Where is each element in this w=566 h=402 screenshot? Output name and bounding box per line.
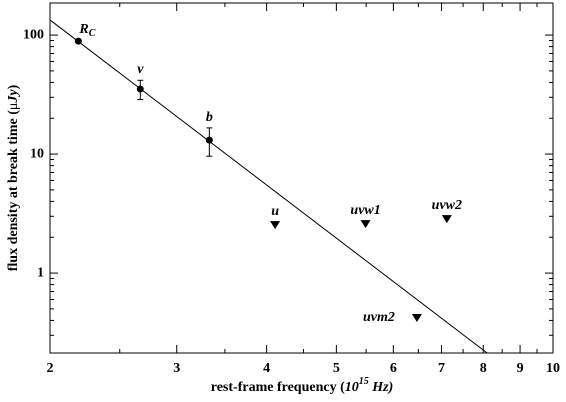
point-label-text: b: [206, 110, 213, 125]
y-tick-label: 10: [30, 146, 44, 161]
x-label-part: rest-frame frequency (: [211, 380, 345, 395]
x-axis-label: rest-frame frequency (1015 Hz): [211, 376, 393, 395]
x-tick-label: 9: [517, 361, 524, 376]
x-tick-label: 7: [438, 361, 445, 376]
point-label-text: uvw2: [432, 198, 462, 213]
point-label-sub: C: [89, 28, 96, 39]
x-tick-label: 5: [333, 361, 340, 376]
point-label: uvw2: [432, 198, 462, 213]
fit-line: [50, 19, 488, 353]
x-tick-label: 4: [263, 361, 270, 376]
point-label-text: uvw1: [350, 203, 380, 218]
y-axis-label: flux density at break time (μJy): [6, 84, 21, 271]
point-label-text: R: [78, 22, 88, 37]
upper-limit: [441, 215, 452, 224]
plot-frame: [49, 2, 554, 354]
point-label-text: u: [271, 204, 279, 219]
y-tick-label: 100: [23, 27, 44, 42]
x-tick-label: 3: [173, 361, 180, 376]
point-label: RC: [78, 22, 95, 39]
upper-limit: [270, 221, 281, 230]
x-label-part: Hz): [369, 380, 394, 395]
y-label-part: flux density at break time (: [6, 110, 21, 271]
x-tick-label: 8: [480, 361, 487, 376]
point-label: uvm2: [363, 310, 395, 325]
y-label-part: ): [6, 84, 21, 89]
x-tick-label: 6: [390, 361, 397, 376]
y-tick-label: 1: [37, 265, 44, 280]
x-tick-label: 10: [546, 361, 560, 376]
point-label: u: [271, 204, 279, 219]
point-label-text: v: [137, 62, 144, 77]
upper-limit: [411, 314, 422, 323]
y-label-part: μ: [6, 103, 21, 111]
point-label-text: uvm2: [363, 310, 395, 325]
upper-limit: [360, 220, 371, 229]
point-label: uvw1: [350, 203, 380, 218]
data-point: [205, 136, 213, 144]
point-label: b: [206, 110, 213, 125]
y-label-part: Jy: [6, 89, 21, 104]
x-label-part: 10: [345, 380, 359, 395]
point-label: v: [137, 62, 144, 77]
x-tick-label: 2: [47, 361, 54, 376]
x-label-part: 15: [359, 376, 369, 387]
